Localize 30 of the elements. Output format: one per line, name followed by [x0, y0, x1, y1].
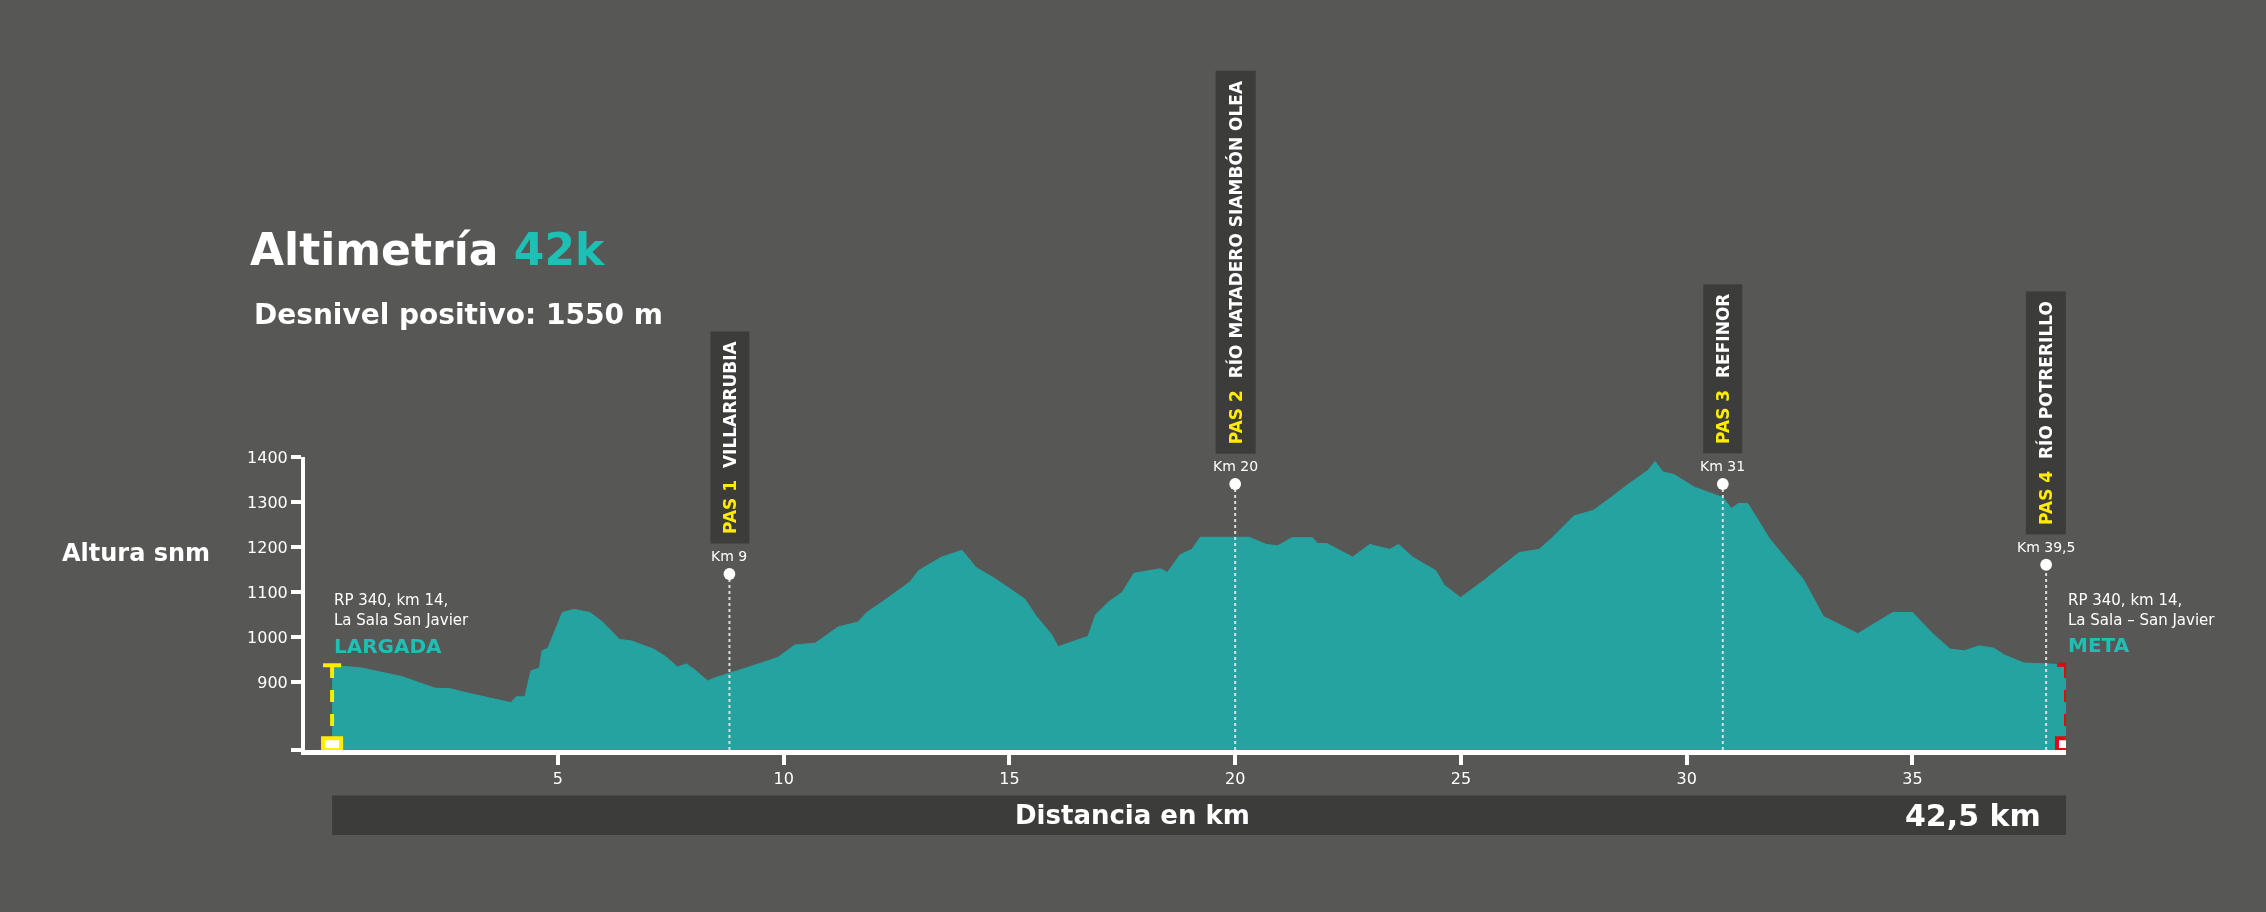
annotation: Km 39,5 [2017, 539, 2076, 555]
ref-line-label: PAS 3 REFINOR [1712, 293, 1733, 444]
annotation: Km 20 [1213, 458, 1259, 474]
chart-subtitle: Desnivel positivo: 1550 m [254, 298, 663, 331]
annotation: RP 340, km 14, La Sala San Javier [334, 591, 470, 629]
y-tick-label: 900 [257, 672, 288, 692]
x-tick-label: 10 [773, 769, 794, 789]
chart-title: Altimetría 42k [250, 224, 606, 276]
y-tick-label: 1400 [247, 447, 288, 467]
y-tick-label: 1100 [247, 582, 288, 602]
text: 42,5 km [1905, 798, 2041, 833]
y-tick-label: 1000 [247, 627, 288, 647]
y-tick-label: 1200 [247, 537, 288, 557]
y-axis-title: Altura snm [62, 539, 211, 567]
x-tick-label: 15 [999, 769, 1020, 789]
ref-line-label: LARGADA [334, 634, 443, 658]
x-axis-title: Distancia en km [1015, 800, 1250, 830]
annotation: Km 9 [711, 548, 748, 564]
y-tick-label: 1300 [247, 492, 288, 512]
text: RP 340, km 14, La Sala – San Javier [2068, 591, 2216, 629]
x-tick-label: 30 [1676, 769, 1697, 789]
x-tick-label: 35 [1902, 769, 1923, 789]
x-tick-label: 20 [1224, 769, 1246, 789]
x-tick-label: 5 [552, 769, 563, 789]
annotation: Km 31 [1700, 458, 1746, 474]
ref-line-label: PAS 4 RÍO POTRERILLO [2035, 301, 2057, 525]
ref-line-label: META [2068, 633, 2130, 657]
ref-line-label: PAS 2 RÍO MATADERO SIAMBÓN OLEA [1225, 80, 1247, 445]
ref-line-label: PAS 1 VILLARRUBIA [719, 340, 740, 534]
x-tick-label: 25 [1450, 769, 1472, 789]
